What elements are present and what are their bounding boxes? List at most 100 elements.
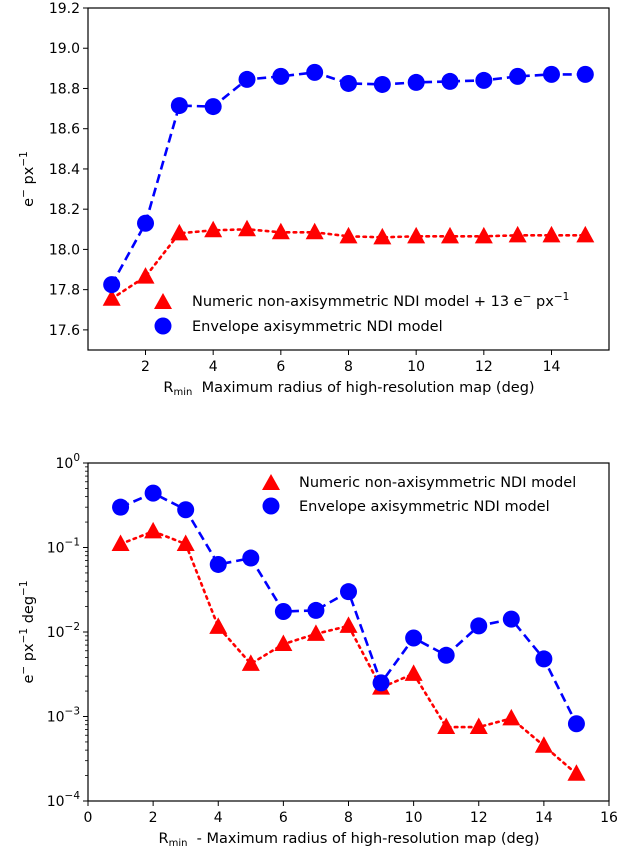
chart-1-series-1-point <box>136 267 155 284</box>
chart-1-series-2-point <box>475 71 493 89</box>
chart-2-log: 0 2 4 6 8 10 12 14 16 100 10−1 10−2 10−3 10−4 e− px−… <box>18 452 618 849</box>
chart-2-series-2-point <box>437 646 455 664</box>
chart-1-legend: Numeric non-axisymmetric NDI model + 13 … <box>154 291 569 335</box>
chart-2-series-1-point <box>306 624 325 641</box>
chart-2-series-2-point <box>307 601 325 619</box>
chart-2-series-2-point <box>274 602 292 620</box>
chart-1-series-2-point <box>576 65 594 83</box>
chart-1-series-2-point <box>103 276 121 294</box>
chart-1-series-1-point <box>407 226 426 244</box>
chart-2-series-1-point <box>209 617 228 634</box>
chart-1-linear: 2 4 6 8 10 12 14 17.617.818.018.218.418.618.81… <box>18 1 610 398</box>
chart-1-x-tick-label: 12 <box>475 359 493 375</box>
chart-2-series-2-point <box>144 484 162 502</box>
chart-2-y-axis-label: e− px−1 deg−1 <box>18 580 37 683</box>
chart-1-y-tick-label: 18.8 <box>49 81 80 97</box>
chart-2-series-1-point <box>404 664 423 681</box>
chart-1-y-tick-label: 18.2 <box>49 202 80 218</box>
chart-2-x-tick-label: 16 <box>600 810 618 826</box>
chart-1-series-2-point <box>137 214 155 232</box>
chart-1-series-1-point <box>305 222 324 240</box>
chart-1-series-1-point <box>170 223 189 241</box>
chart-2-series-2-point <box>567 715 585 733</box>
chart-1-x-tick-label: 2 <box>141 359 150 375</box>
chart-1-x-axis-label: Rmin Maximum radius of high-resolution m… <box>163 380 534 398</box>
chart-1-series-layer <box>102 63 595 306</box>
chart-1-series-1-point <box>339 226 358 244</box>
chart-1-x-tick-label: 8 <box>344 359 353 375</box>
chart-2-series-1-point <box>469 717 488 735</box>
chart-2-x-tick-label: 6 <box>279 810 288 826</box>
chart-2-series-1-point <box>111 534 130 552</box>
chart-1-series-2-point <box>373 75 391 93</box>
chart-2-x-tick-label: 14 <box>535 810 553 826</box>
chart-1-series-1-point <box>576 225 595 243</box>
chart-2-legend-circle-marker <box>262 497 280 515</box>
chart-1-series-1-point <box>102 289 121 306</box>
chart-1-legend-triangle-marker <box>154 293 172 309</box>
chart-1-y-tick-label: 19.0 <box>49 41 80 57</box>
chart-1-series-1-point <box>271 222 290 240</box>
chart-2-y-tick-label: 10−4 <box>47 790 81 810</box>
chart-2-series-1-point <box>567 764 586 781</box>
chart-2-series-1-point <box>241 654 260 671</box>
chart-2-series-2-point <box>340 583 357 601</box>
chart-1-series-1-point <box>238 219 257 237</box>
chart-1-series-1-point <box>542 225 561 243</box>
chart-1-legend-numeric-label: Numeric non-axisymmetric NDI model + 13 … <box>192 291 569 310</box>
chart-1-series-2-point <box>306 63 324 81</box>
chart-1-y-axis-label: e− px−1 <box>18 151 37 207</box>
chart-2-series-layer <box>111 484 586 781</box>
chart-2-series-1-point <box>339 616 358 633</box>
chart-2-y-tick-label: 10−3 <box>47 706 80 726</box>
chart-2-series-1-point <box>274 634 293 652</box>
chart-2-series-2-point <box>372 674 390 692</box>
chart-2-x-ticks: 0 2 4 6 8 10 12 14 16 <box>84 801 618 826</box>
chart-1-series-1-point <box>204 220 223 238</box>
chart-2-series-2-point <box>502 610 520 628</box>
chart-2-series-2-point <box>405 629 423 647</box>
chart-1-y-tick-label: 18.0 <box>49 242 80 258</box>
chart-1-x-tick-label: 4 <box>209 359 218 375</box>
chart-1-y-tick-label: 19.2 <box>49 1 80 17</box>
chart-2-x-tick-label: 0 <box>84 810 93 826</box>
chart-2-x-tick-label: 8 <box>344 810 353 826</box>
chart-1-y-tick-label: 18.6 <box>49 122 80 138</box>
chart-2-x-tick-label: 2 <box>149 810 158 826</box>
chart-2-series-1-point <box>534 736 553 753</box>
chart-1-series-2-point <box>407 73 425 91</box>
chart-2-legend-numeric-label: Numeric non-axisymmetric NDI model <box>299 475 576 491</box>
chart-2-x-tick-label: 12 <box>470 810 488 826</box>
chart-1-y-tick-label: 18.4 <box>49 162 80 178</box>
chart-1-series-2-point <box>272 67 290 85</box>
chart-2-series-1-point <box>176 534 195 552</box>
chart-1-y-tick-label: 17.6 <box>49 323 80 339</box>
chart-1-series-2-point <box>509 67 527 85</box>
chart-2-series-1-point <box>502 708 521 726</box>
chart-2-series-1-line <box>119 530 578 776</box>
chart-1-series-2-point <box>340 74 357 92</box>
chart-2-series-2-point <box>112 498 130 516</box>
chart-1-series-2-point <box>542 65 560 83</box>
chart-2-legend: Numeric non-axisymmetric NDI model Envel… <box>262 474 576 515</box>
chart-2-series-2-point <box>535 650 553 668</box>
chart-2-y-tick-label: 100 <box>55 452 80 472</box>
chart-2-legend-triangle-marker <box>262 474 280 490</box>
chart-2-series-1-point <box>437 717 456 735</box>
chart-2-series-2-point <box>177 501 195 519</box>
chart-1-y-ticks: 17.6 17.8 18.0 18.2 18.4 18.6 18.8 19.0 19.2 <box>49 1 88 339</box>
chart-1-series-1-point <box>474 226 493 244</box>
chart-1-series-2-line <box>110 71 586 286</box>
chart-1-legend-envelope-label: Envelope axisymmetric NDI model <box>192 319 443 335</box>
chart-2-series-2-line <box>120 491 578 725</box>
chart-1-series-1-point <box>508 225 527 243</box>
chart-2-series-1-point <box>144 521 163 539</box>
chart-2-y-tick-label: 10−1 <box>47 537 80 557</box>
chart-2-y-ticks: 100 10−1 10−2 10−3 10−4 <box>47 452 88 810</box>
chart-1-x-tick-label: 14 <box>543 359 561 375</box>
chart-1-series-1-point <box>373 227 392 245</box>
chart-1-legend-circle-marker <box>154 317 172 335</box>
chart-2-y-tick-label: 10−2 <box>47 621 80 641</box>
chart-1-series-1-point <box>440 226 459 244</box>
